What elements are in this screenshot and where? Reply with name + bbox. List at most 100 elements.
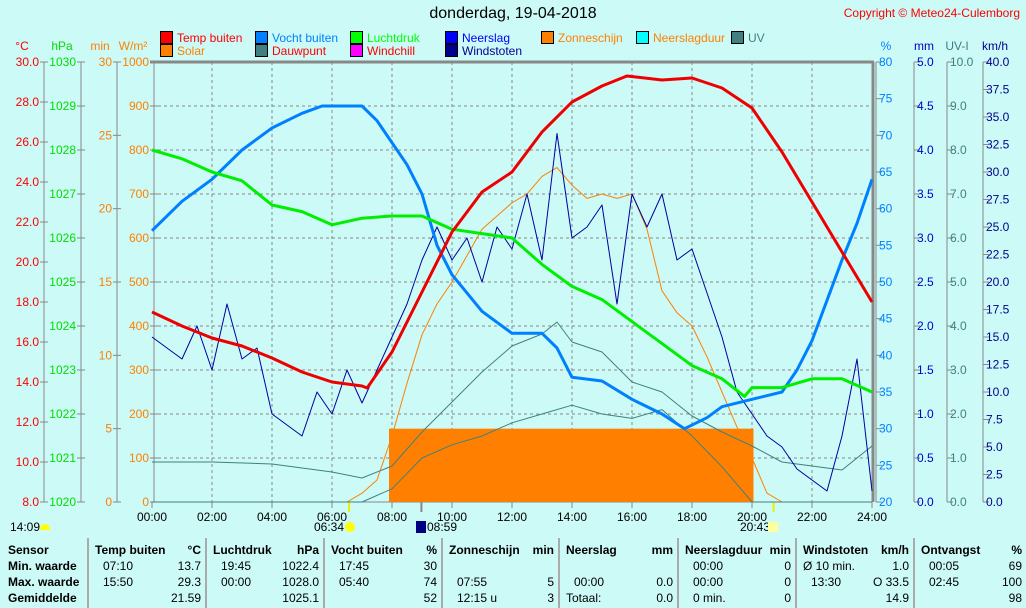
x-tick-label: 00:00	[137, 510, 167, 524]
axis-tick-label: 400	[129, 319, 149, 333]
axis-tick-label: 17.5	[986, 303, 1010, 317]
axis-unit-label: UV-I	[945, 39, 968, 53]
group-title: Temp buiten	[95, 543, 166, 557]
group-unit: min	[769, 543, 791, 557]
stat-value: O 33.5	[872, 575, 909, 589]
series-luchtdruk-line	[151, 148, 873, 398]
legend-label: Solar	[177, 44, 206, 58]
axis-tick-label: 2.0	[917, 319, 934, 333]
axis-tick-label: 22.5	[986, 248, 1010, 262]
axis-unit-label: %	[881, 39, 892, 53]
axis-tick-label: 25.0	[986, 220, 1010, 234]
group-unit: %	[426, 543, 437, 557]
stat-value: 14.9	[885, 591, 909, 605]
axis-tick-label: 5	[105, 422, 112, 436]
stat-value: 98	[1008, 591, 1022, 605]
stat-time: 13:30	[811, 575, 842, 589]
x-tick-label: 10:00	[437, 510, 467, 524]
axis-unit-label: hPa	[51, 39, 73, 53]
group-title: Luchtdruk	[213, 543, 272, 557]
legend-swatch	[541, 31, 554, 44]
axis-tick-label: 3.0	[917, 231, 934, 245]
axis-tick-label: 6.0	[950, 231, 967, 245]
group-header: Ontvangst%	[915, 543, 1026, 559]
axis-tick-label: 26.0	[16, 135, 40, 149]
row-label-text: Min. waarde	[8, 559, 77, 573]
axis-tick-label: 1.5	[917, 363, 934, 377]
axis-tick-label: 24.0	[16, 175, 40, 189]
stat-row: 21.59	[89, 591, 205, 607]
axis-tick-label: 28.0	[16, 95, 40, 109]
group-header: Vocht buiten%	[325, 543, 441, 559]
axis-tick-label: 30.0	[16, 55, 40, 69]
x-tick-label: 08:00	[377, 510, 407, 524]
row-label-text: Gemiddelde	[8, 591, 77, 605]
x-tick-label: 02:00	[197, 510, 227, 524]
legend-label: Dauwpunt	[272, 44, 327, 58]
stat-value: 69	[1008, 559, 1022, 573]
stat-group-luchtdruk: Luchtdruk hPa 19:45 1022.4 00:00 1028.0 1025.1	[205, 538, 323, 608]
legend-swatch	[445, 44, 458, 57]
axis-tick-label: 10.0	[950, 55, 974, 69]
header-row: Sensor	[0, 543, 86, 559]
axis-tick-label: 35.0	[986, 110, 1010, 124]
x-tick-label: 14:00	[557, 510, 587, 524]
axis-tick-label: 4.5	[917, 99, 934, 113]
stat-time: Totaal:	[566, 591, 602, 605]
stat-time: 00:00	[221, 575, 252, 589]
group-unit: °C	[187, 543, 201, 557]
axis-tick-label: 600	[129, 231, 149, 245]
moon-icon	[416, 521, 426, 533]
stat-time: 19:45	[221, 559, 252, 573]
group-title: Ontvangst	[921, 543, 981, 557]
axis-tick-label: 4.0	[917, 143, 934, 157]
series-uv-line	[152, 404, 872, 503]
axis-tick-label: 12.0	[16, 415, 40, 429]
axis-unit-label: km/h	[982, 39, 1008, 53]
sun-icon	[40, 524, 50, 530]
stat-row: 05:40 74	[325, 575, 441, 591]
stat-value: 1025.1	[282, 591, 319, 605]
axis-tick-label: 10.0	[16, 455, 40, 469]
legend-swatch	[350, 31, 363, 44]
sensor-column: Sensor Min. waarde Max. waarde Gemiddelde	[0, 538, 86, 608]
axis-tick-label: 3.5	[917, 187, 934, 201]
axis-unit-label: mm	[914, 39, 934, 53]
sunrise-label: 06:34	[314, 520, 345, 534]
stat-value: 30	[423, 559, 437, 573]
axis-tick-label: 25	[99, 128, 113, 142]
legend-item-neerslagduur: Neerslagduur	[636, 31, 725, 45]
axis-tick-label: 7.5	[986, 413, 1003, 427]
legend-swatch	[255, 44, 268, 57]
axis-tick-label: 80	[879, 55, 893, 69]
axis-tick-label: 1021	[49, 451, 76, 465]
sunset-icon	[768, 522, 778, 532]
axis-tick-label: 1023	[49, 363, 76, 377]
stat-time: 02:45	[929, 575, 960, 589]
axis-tick-label: 1028	[49, 143, 76, 157]
legend-swatch	[731, 31, 744, 44]
stat-row: 07:10 13.7	[89, 559, 205, 575]
stat-time: 00:05	[929, 559, 960, 573]
axis-tick-label: 1024	[49, 319, 76, 333]
stat-row: 19:45 1022.4	[207, 559, 323, 575]
legend-label: Windstoten	[462, 44, 523, 58]
axis-tick-label: 1030	[49, 55, 76, 69]
axis-tick-label: 20.0	[16, 255, 40, 269]
group-header: Neerslag mm	[560, 543, 677, 559]
sunset-label: 20:43	[740, 520, 771, 534]
stat-row: 02:45 100	[915, 575, 1026, 591]
stat-time: 0 min.	[693, 591, 726, 605]
stat-time: 00:00	[693, 575, 724, 589]
stat-time: 00:00	[693, 559, 724, 573]
chart: 00:00 02:00 04:00 06:00 08:00 10:00 12:00 14:00…	[15, 39, 1010, 524]
legend-swatch	[445, 31, 458, 44]
legend-swatch	[255, 31, 268, 44]
chart-title: donderdag, 19-04-2018	[429, 5, 597, 22]
axis-tick-label: 500	[129, 275, 149, 289]
axis-tick-label: 27.5	[986, 193, 1010, 207]
x-tick-label: 22:00	[797, 510, 827, 524]
stat-row: 1025.1	[207, 591, 323, 607]
group-header: Neerslagduur min	[679, 543, 795, 559]
sunrise-icon	[345, 522, 355, 532]
